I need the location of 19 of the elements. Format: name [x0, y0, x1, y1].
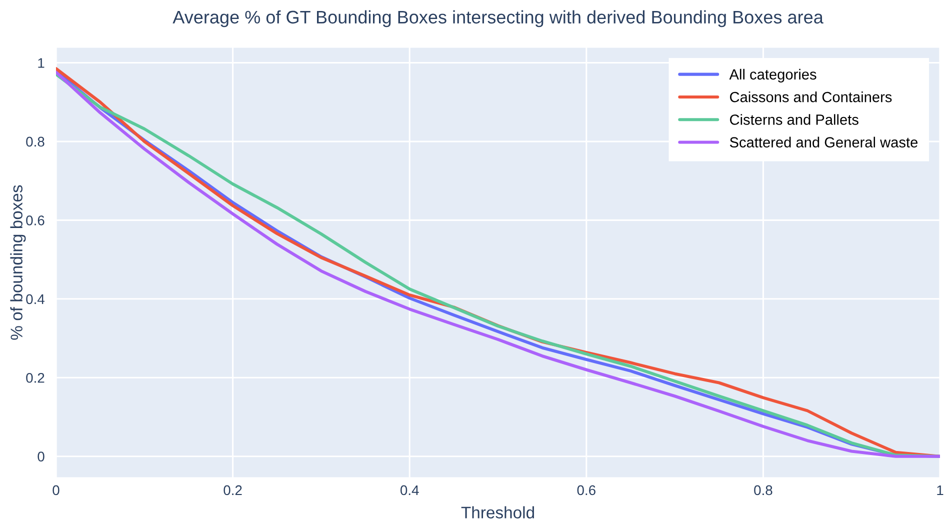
y-axis-title: % of bounding boxes: [10, 185, 26, 340]
y-tick-label: 0.8: [26, 136, 44, 147]
x-tick-label: 1: [937, 485, 944, 496]
y-tick-label: 0: [38, 452, 44, 462]
legend-label: Cisterns and Pallets: [730, 114, 858, 125]
y-tick-label: 0.4: [26, 294, 44, 304]
legend-label: Caissons and Containers: [730, 92, 892, 102]
x-axis-title: Threshold: [461, 506, 534, 518]
x-tick-label: 0.8: [754, 485, 772, 496]
legend-label: Scattered and General waste: [730, 136, 918, 148]
y-tick-label: 1: [38, 58, 44, 68]
x-tick-label: 0.4: [400, 485, 419, 496]
x-tick-label: 0.2: [224, 485, 242, 496]
legend-label: All categories: [729, 68, 816, 82]
y-tick-label: 0.6: [26, 216, 44, 226]
y-tick-label: 0.2: [26, 372, 44, 383]
x-tick-label: 0: [52, 485, 60, 496]
x-tick-label: 0.6: [577, 485, 596, 496]
chart-title: Average % of GT Bounding Boxes intersecting with derived Bounding Boxes area: [172, 10, 824, 28]
